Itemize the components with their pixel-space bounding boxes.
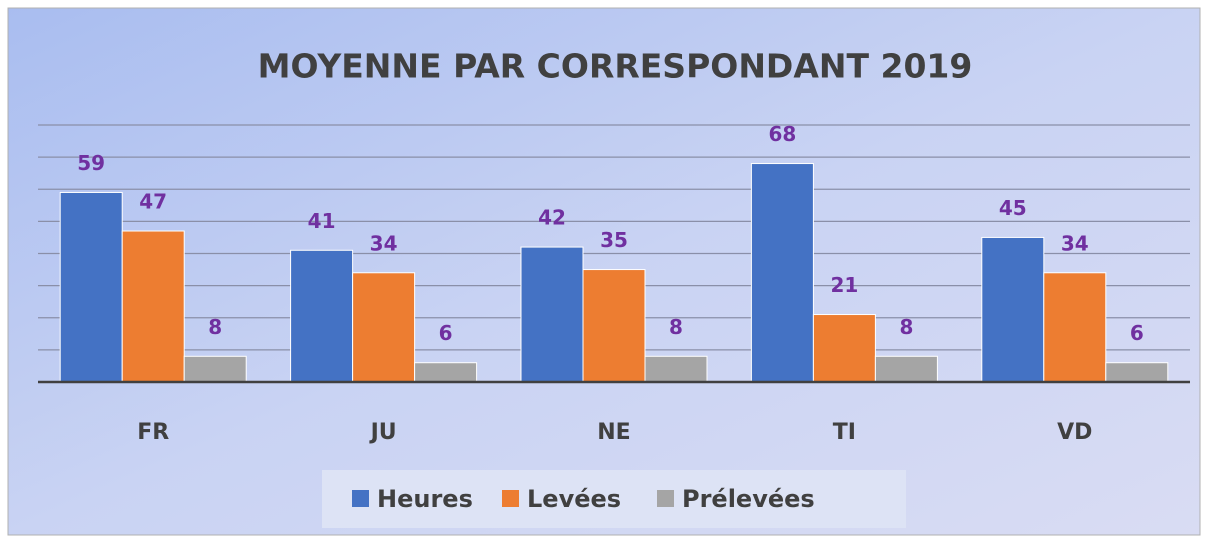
data-label: 41 xyxy=(308,209,336,233)
bar xyxy=(582,269,646,383)
x-tick-label: NE xyxy=(597,420,630,445)
bar xyxy=(981,236,1045,383)
legend-label: Heures xyxy=(377,485,473,513)
legend-swatch xyxy=(352,490,369,507)
bar xyxy=(750,163,814,383)
data-label: 45 xyxy=(999,196,1027,220)
legend-label: Levées xyxy=(527,485,621,513)
bar xyxy=(59,191,123,383)
data-label: 34 xyxy=(1061,231,1089,255)
x-tick-label: FR xyxy=(137,420,169,445)
legend-box xyxy=(322,470,906,528)
data-label: 8 xyxy=(669,315,683,339)
bar xyxy=(644,355,708,383)
bar xyxy=(121,230,185,383)
data-label: 35 xyxy=(600,228,628,252)
data-label: 59 xyxy=(77,151,105,175)
data-label: 21 xyxy=(830,273,858,297)
data-label: 6 xyxy=(439,321,453,345)
bar xyxy=(1043,272,1107,383)
bar xyxy=(183,355,247,383)
x-tick-label: JU xyxy=(369,420,397,445)
bar xyxy=(352,272,416,383)
bar xyxy=(520,246,584,383)
data-label: 6 xyxy=(1130,321,1144,345)
bar xyxy=(812,314,876,383)
legend-label: Prélevées xyxy=(682,485,815,513)
bar xyxy=(1105,362,1169,383)
bar xyxy=(414,362,478,383)
legend-swatch xyxy=(502,490,519,507)
data-label: 34 xyxy=(370,231,398,255)
legend-swatch xyxy=(657,490,674,507)
bar xyxy=(874,355,938,383)
data-label: 68 xyxy=(768,122,796,146)
x-tick-label: TI xyxy=(833,420,856,445)
x-tick-label: VD xyxy=(1057,420,1092,445)
data-label: 42 xyxy=(538,206,566,230)
bar xyxy=(290,249,354,383)
chart-title: MOYENNE PAR CORRESPONDANT 2019 xyxy=(258,47,973,86)
data-label: 8 xyxy=(208,315,222,339)
data-label: 8 xyxy=(899,315,913,339)
data-label: 47 xyxy=(139,190,167,214)
